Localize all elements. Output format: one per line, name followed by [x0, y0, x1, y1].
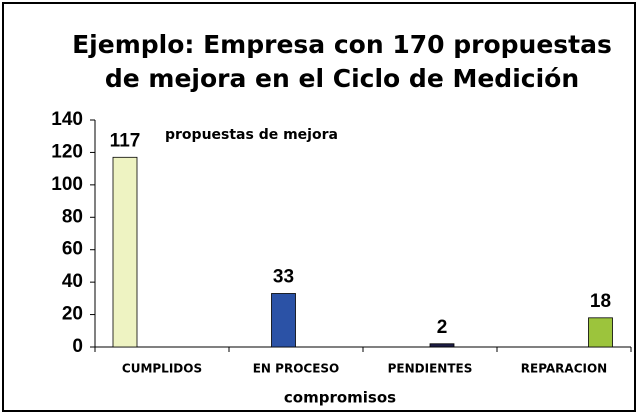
- bar: [588, 317, 613, 348]
- bar: [429, 343, 455, 348]
- bar: [271, 293, 296, 348]
- y-tick-label: 80: [62, 206, 83, 227]
- x-tick-label: PENDIENTES: [388, 362, 473, 376]
- x-tick-label: EN PROCESO: [253, 362, 340, 376]
- x-tick-label: REPARACION: [521, 362, 607, 376]
- y-tick-label: 40: [62, 271, 83, 292]
- y-tick-label: 120: [51, 141, 83, 162]
- y-tick-label: 100: [51, 174, 83, 195]
- y-tick-label: 60: [62, 239, 83, 260]
- x-axis-label: compromisos: [284, 389, 396, 407]
- x-tick-label: CUMPLIDOS: [122, 362, 202, 376]
- data-label: 2: [437, 317, 448, 338]
- annotation: propuestas de mejora: [165, 127, 338, 143]
- y-tick-label: 0: [72, 336, 83, 357]
- chart-title: Ejemplo: Empresa con 170 propuestas: [72, 30, 612, 59]
- y-tick-label: 140: [51, 109, 83, 130]
- data-label: 18: [590, 291, 611, 312]
- y-tick-label: 20: [62, 304, 83, 325]
- chart-title: de mejora en el Ciclo de Medición: [105, 64, 579, 93]
- bar: [112, 156, 138, 348]
- data-label: 33: [273, 267, 294, 288]
- data-label: 117: [110, 130, 141, 151]
